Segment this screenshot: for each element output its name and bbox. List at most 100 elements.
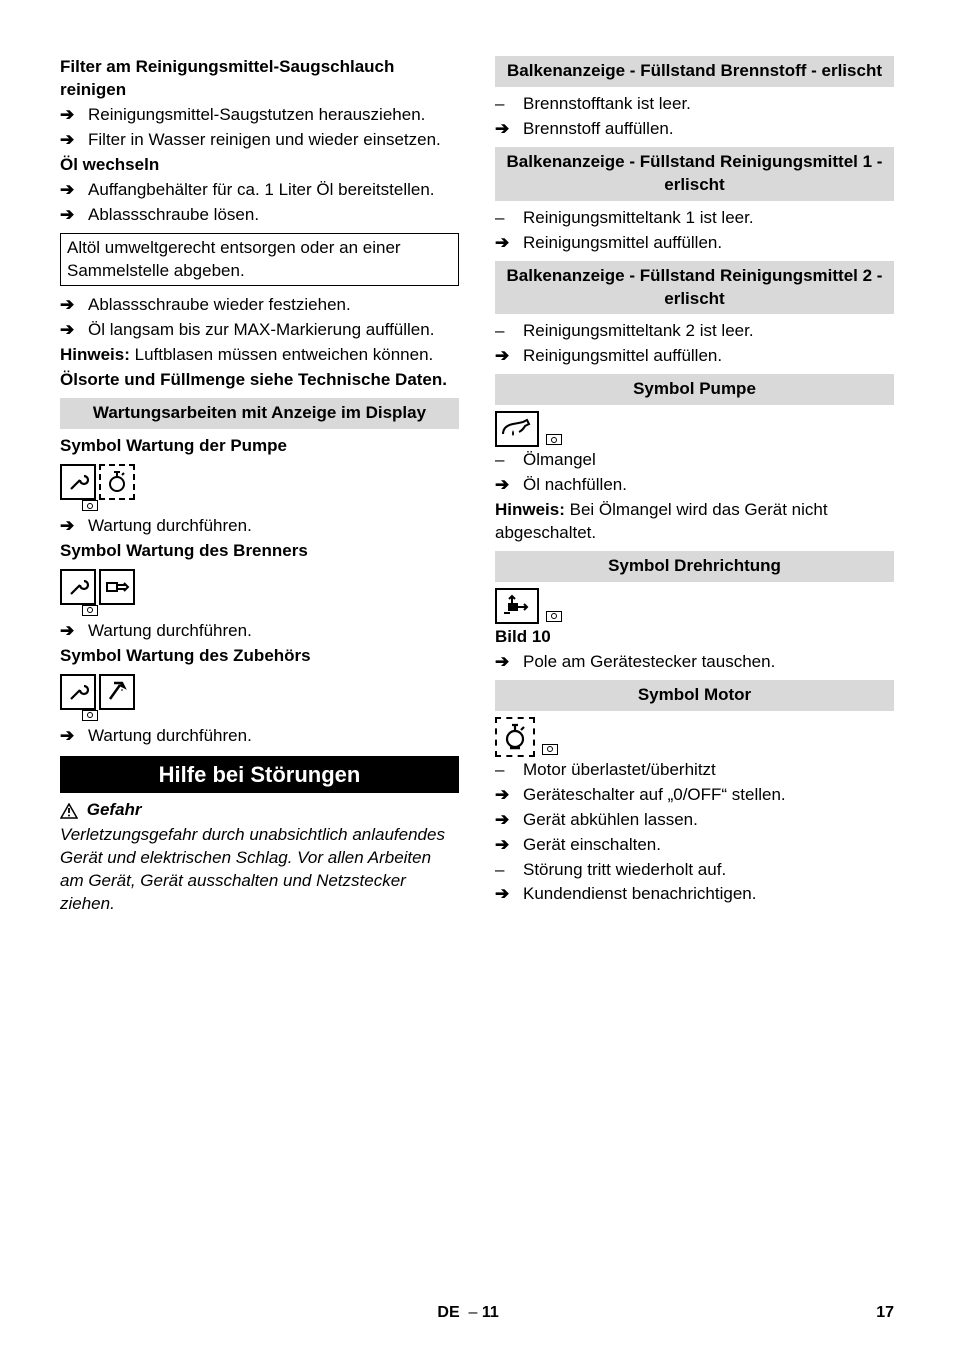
arrow-icon: ➔ bbox=[495, 784, 523, 807]
indicator-icon bbox=[542, 744, 558, 755]
arrow-icon: ➔ bbox=[495, 118, 523, 141]
icon-row-pump-symbol bbox=[495, 411, 894, 447]
list-item: –Störung tritt wiederholt auf. bbox=[495, 859, 894, 882]
list-item: – Ölmangel bbox=[495, 449, 894, 472]
image-reference: Bild 10 bbox=[495, 626, 894, 649]
list-item: ➔ Wartung durchführen. bbox=[60, 515, 459, 538]
icon-row-motor bbox=[495, 717, 894, 757]
heading-filter: Filter am Reinigungsmittel-Saugschlauch … bbox=[60, 56, 459, 102]
list-text: Ablassschraube wieder festziehen. bbox=[88, 294, 459, 317]
dash-icon: – bbox=[495, 207, 523, 230]
icon-row-accessory bbox=[60, 674, 459, 710]
dash-icon: – bbox=[495, 320, 523, 343]
list-text: Reinigungsmittel auffüllen. bbox=[523, 232, 894, 255]
hint-text: Luftblasen müssen entweichen können. bbox=[135, 345, 434, 364]
list-item: ➔ Brennstoff auffüllen. bbox=[495, 118, 894, 141]
arrow-icon: ➔ bbox=[60, 319, 88, 342]
danger-text: Verletzungsgefahr durch unabsichtlich an… bbox=[60, 824, 459, 916]
list-text: Gerät einschalten. bbox=[523, 834, 894, 857]
list-text: Brennstofftank ist leer. bbox=[523, 93, 894, 116]
arrow-icon: ➔ bbox=[495, 883, 523, 906]
list-text: Öl langsam bis zur MAX-Markierung auffül… bbox=[88, 319, 459, 342]
heading-oil: Öl wechseln bbox=[60, 154, 459, 177]
list-item: ➔ Filter in Wasser reinigen und wieder e… bbox=[60, 129, 459, 152]
list-item: ➔Gerät abkühlen lassen. bbox=[495, 809, 894, 832]
grey-heading-motor: Symbol Motor bbox=[495, 680, 894, 711]
list-item: –Motor überlastet/überhitzt bbox=[495, 759, 894, 782]
list-item: ➔ Ablassschraube wieder festziehen. bbox=[60, 294, 459, 317]
icon-row-rotation bbox=[495, 588, 894, 624]
arrow-icon: ➔ bbox=[495, 345, 523, 368]
symbol-heading-pump: Symbol Wartung der Pumpe bbox=[60, 435, 459, 458]
dash-icon: – bbox=[495, 759, 523, 782]
danger-heading: Gefahr bbox=[60, 799, 459, 822]
list-text: Öl nachfüllen. bbox=[523, 474, 894, 497]
list-text: Geräteschalter auf „0/OFF“ stellen. bbox=[523, 784, 894, 807]
rotation-icon bbox=[495, 588, 539, 624]
icon-row-pump bbox=[60, 464, 459, 500]
list-item: – Brennstofftank ist leer. bbox=[495, 93, 894, 116]
wrench-icon bbox=[60, 569, 96, 605]
footer-page-inner: 11 bbox=[482, 1304, 499, 1321]
arrow-icon: ➔ bbox=[60, 515, 88, 538]
right-column: Balkenanzeige - Füllstand Brennstoff - e… bbox=[495, 56, 894, 918]
list-text: Pole am Gerätestecker tauschen. bbox=[523, 651, 894, 674]
list-text: Ölmangel bbox=[523, 449, 894, 472]
list-item: ➔ Pole am Gerätestecker tauschen. bbox=[495, 651, 894, 674]
page-columns: Filter am Reinigungsmittel-Saugschlauch … bbox=[60, 56, 894, 918]
arrow-icon: ➔ bbox=[495, 474, 523, 497]
list-text: Wartung durchführen. bbox=[88, 620, 459, 643]
indicator-icon bbox=[82, 710, 98, 721]
motor-dashed-icon bbox=[495, 717, 535, 757]
symbol-heading-accessory: Symbol Wartung des Zubehörs bbox=[60, 645, 459, 668]
motor-list: –Motor überlastet/überhitzt➔Geräteschalt… bbox=[495, 759, 894, 907]
indicator-icon bbox=[546, 434, 562, 445]
list-text: Wartung durchführen. bbox=[88, 515, 459, 538]
indicator-icon bbox=[82, 605, 98, 616]
footer-center: DE – 11 bbox=[437, 1302, 498, 1324]
grey-heading-maintenance: Wartungsarbeiten mit Anzeige im Display bbox=[60, 398, 459, 429]
list-item: ➔ Öl langsam bis zur MAX-Markierung auff… bbox=[60, 319, 459, 342]
list-text: Ablassschraube lösen. bbox=[88, 204, 459, 227]
arrow-icon: ➔ bbox=[60, 294, 88, 317]
list-text: Auffangbehälter für ca. 1 Liter Öl berei… bbox=[88, 179, 459, 202]
burner-icon bbox=[99, 569, 135, 605]
indicator-icon bbox=[82, 500, 98, 511]
list-text: Reinigungsmittel auffüllen. bbox=[523, 345, 894, 368]
left-column: Filter am Reinigungsmittel-Saugschlauch … bbox=[60, 56, 459, 918]
arrow-icon: ➔ bbox=[60, 129, 88, 152]
list-text: Kundendienst benachrichtigen. bbox=[523, 883, 894, 906]
list-item: – Reinigungsmitteltank 1 ist leer. bbox=[495, 207, 894, 230]
motor-dashed-icon bbox=[99, 464, 135, 500]
list-text: Störung tritt wiederholt auf. bbox=[523, 859, 894, 882]
arrow-icon: ➔ bbox=[60, 725, 88, 748]
page-footer: DE – 11 17 bbox=[60, 1302, 894, 1324]
indicator-icon bbox=[546, 611, 562, 622]
list-item: ➔ Ablassschraube lösen. bbox=[60, 204, 459, 227]
arrow-icon: ➔ bbox=[60, 179, 88, 202]
list-item: ➔ Reinigungsmittel-Saugstutzen herauszie… bbox=[60, 104, 459, 127]
arrow-icon: ➔ bbox=[60, 620, 88, 643]
list-item: ➔ Auffangbehälter für ca. 1 Liter Öl ber… bbox=[60, 179, 459, 202]
list-text: Reinigungsmitteltank 1 ist leer. bbox=[523, 207, 894, 230]
warning-triangle-icon bbox=[60, 803, 78, 819]
footer-lang: DE bbox=[437, 1304, 459, 1321]
disposal-note-text: Altöl umweltgerecht entsorgen oder an ei… bbox=[67, 238, 401, 280]
grey-heading-fuel: Balkenanzeige - Füllstand Brennstoff - e… bbox=[495, 56, 894, 87]
disposal-note-box: Altöl umweltgerecht entsorgen oder an ei… bbox=[60, 233, 459, 287]
arrow-icon: ➔ bbox=[495, 809, 523, 832]
footer-page-outer: 17 bbox=[876, 1302, 894, 1324]
accessory-icon bbox=[99, 674, 135, 710]
arrow-icon: ➔ bbox=[495, 651, 523, 674]
hint-paragraph: Hinweis: Bei Ölmangel wird das Gerät nic… bbox=[495, 499, 894, 545]
list-item: ➔Kundendienst benachrichtigen. bbox=[495, 883, 894, 906]
list-item: ➔ Reinigungsmittel auffüllen. bbox=[495, 345, 894, 368]
list-text: Reinigungsmitteltank 2 ist leer. bbox=[523, 320, 894, 343]
arrow-icon: ➔ bbox=[60, 104, 88, 127]
list-item: ➔ Wartung durchführen. bbox=[60, 620, 459, 643]
hint-label: Hinweis: bbox=[60, 345, 135, 364]
dash-icon: – bbox=[495, 449, 523, 472]
dash-icon: – bbox=[495, 93, 523, 116]
arrow-icon: ➔ bbox=[60, 204, 88, 227]
grey-heading-pump-symbol: Symbol Pumpe bbox=[495, 374, 894, 405]
